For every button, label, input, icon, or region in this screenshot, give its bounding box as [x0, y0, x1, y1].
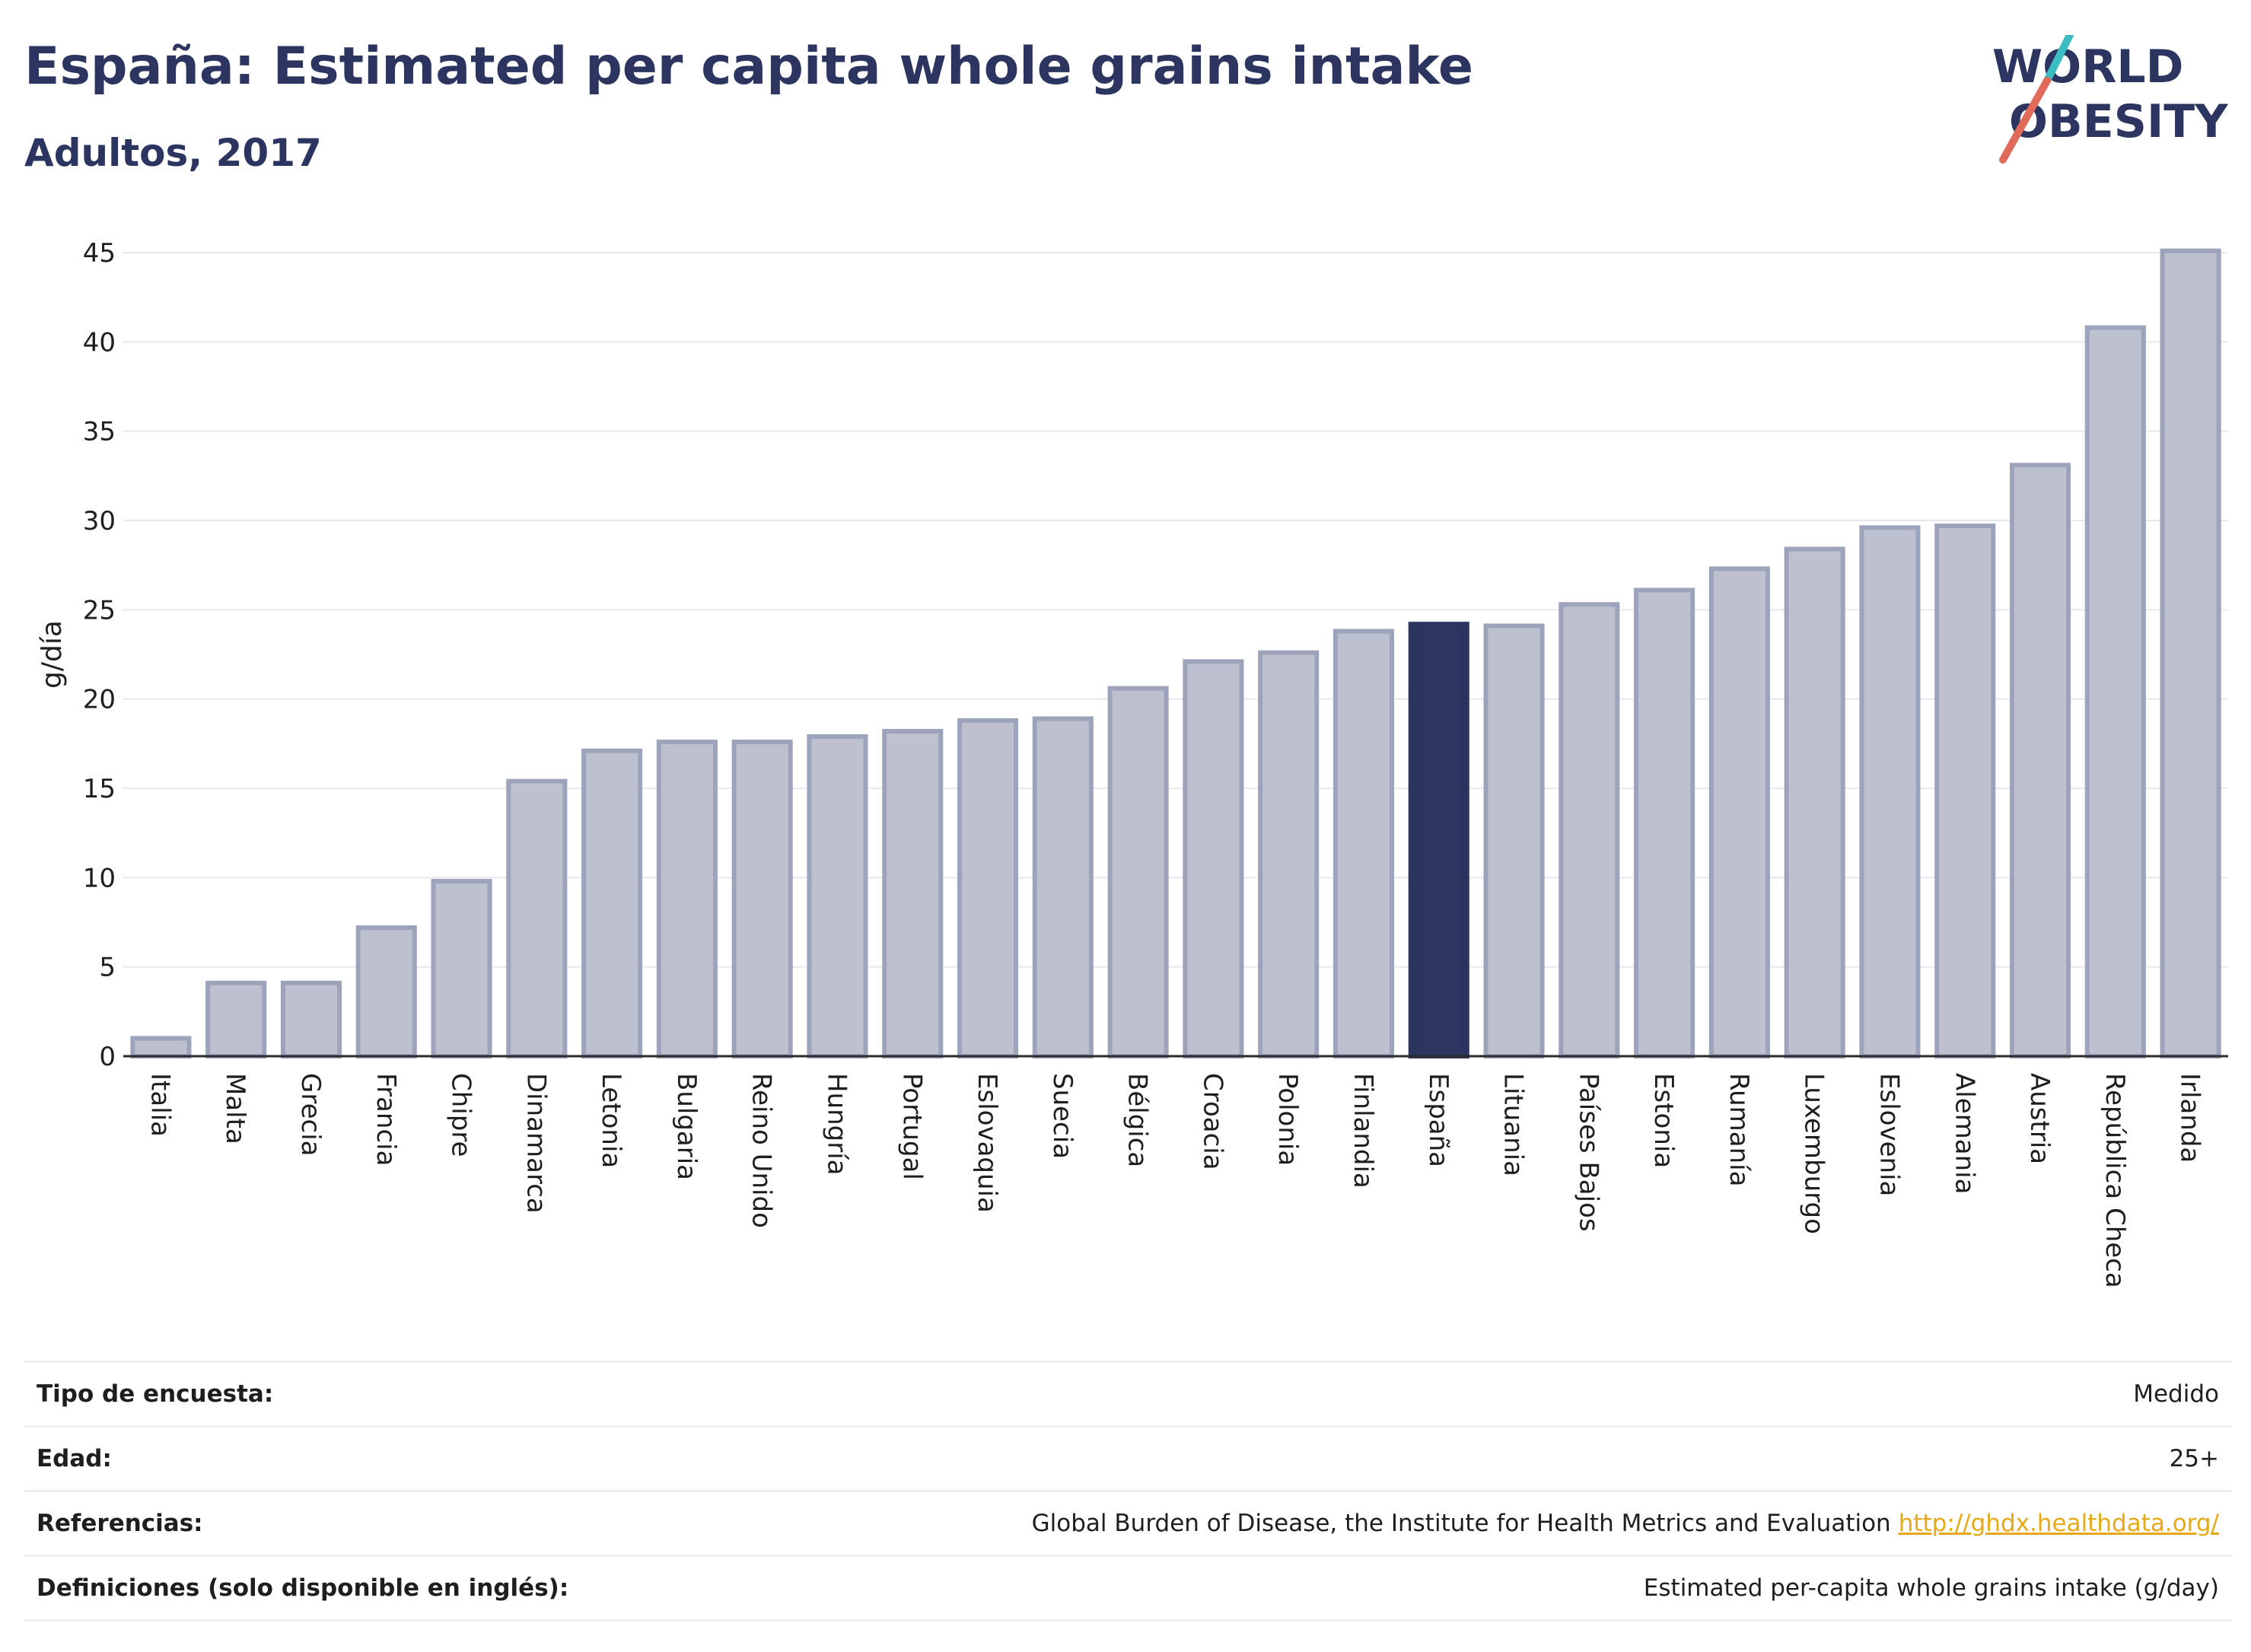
bar: [506, 778, 568, 1058]
page-subtitle: Adultos, 2017: [24, 131, 322, 175]
y-tick-label: 25: [83, 595, 116, 625]
reference-text: Global Burden of Disease, the Institute …: [1031, 1510, 1891, 1537]
info-label: Edad:: [37, 1445, 112, 1472]
bar: [1258, 650, 1320, 1058]
x-tick-label: Dinamarca: [521, 1073, 551, 1214]
y-tick-label: 10: [83, 863, 116, 893]
logo-line1: WORLD: [1992, 40, 2183, 94]
x-tick-label: Francia: [371, 1073, 401, 1166]
info-label: Tipo de encuesta:: [37, 1380, 274, 1408]
bar: [280, 980, 342, 1058]
info-row-survey-type: Tipo de encuesta: Medido: [24, 1361, 2231, 1425]
world-obesity-logo: WORLD OBESITY: [1992, 35, 2229, 164]
x-tick-label: Suecia: [1047, 1073, 1078, 1159]
y-tick-label: 35: [83, 417, 116, 447]
bar: [1559, 602, 1620, 1058]
y-tick-label: 40: [83, 327, 116, 358]
x-tick-label: Países Bajos: [1573, 1073, 1603, 1232]
info-row-references: Referencias: Global Burden of Disease, t…: [24, 1490, 2231, 1555]
bar-chart: 0 5 10 15 20 25 30 35 40 45 g/día Italia Malta Grecia…: [37, 238, 2228, 1288]
reference-link[interactable]: http://ghdx.healthdata.org/: [1898, 1510, 2219, 1537]
bar: [1708, 566, 1770, 1058]
y-axis-title: g/día: [37, 620, 68, 689]
bar: [1032, 716, 1094, 1058]
x-tick-label: Alemania: [1949, 1073, 1979, 1194]
bar: [656, 739, 718, 1059]
y-tick-label: 30: [83, 506, 116, 536]
info-value: 25+: [2169, 1445, 2219, 1472]
bar: [355, 925, 417, 1059]
x-tick-label: Austria: [2024, 1073, 2055, 1164]
bar: [205, 980, 267, 1058]
bar-highlight: [1408, 622, 1469, 1058]
bar: [2084, 325, 2146, 1058]
logo-accent-coral: [1999, 77, 2051, 164]
x-tick-label: Rumanía: [1724, 1073, 1754, 1186]
x-tick-label: Bélgica: [1122, 1073, 1153, 1167]
x-tick-label: Malta: [220, 1073, 250, 1144]
x-tick-label: Estonia: [1648, 1073, 1679, 1168]
bar: [882, 728, 944, 1058]
info-row-definitions: Definiciones (solo disponible en inglés)…: [24, 1555, 2231, 1622]
info-value: Medido: [2133, 1380, 2219, 1408]
bar: [731, 739, 793, 1059]
x-tick-label: Chipre: [446, 1073, 476, 1157]
logo-line2: OBESITY: [2009, 95, 2229, 148]
bar: [130, 1036, 192, 1058]
y-tick-label: 0: [99, 1042, 116, 1072]
info-value: Global Burden of Disease, the Institute …: [1032, 1510, 2219, 1537]
x-tick-label: Reino Unido: [747, 1073, 777, 1228]
bar: [807, 734, 868, 1058]
x-tick-label: Portugal: [896, 1073, 927, 1180]
x-tick-label: Croacia: [1197, 1073, 1227, 1170]
bar: [1859, 525, 1921, 1058]
x-tick-label: Luxemburgo: [1799, 1073, 1829, 1234]
x-tick-label: España: [1423, 1073, 1453, 1167]
bar: [2160, 248, 2221, 1058]
bar: [1934, 524, 1996, 1058]
bar: [1634, 587, 1695, 1058]
logo-accent-teal: [2043, 35, 2074, 84]
page-title: España: Estimated per capita whole grain…: [24, 37, 1473, 97]
info-row-age: Edad: 25+: [24, 1425, 2231, 1490]
x-tick-label: Polonia: [1272, 1073, 1303, 1166]
info-value: Estimated per-capita whole grains intake…: [1643, 1574, 2219, 1602]
y-tick-label: 5: [99, 953, 116, 983]
bar: [581, 748, 643, 1058]
y-tick-label: 15: [83, 774, 116, 804]
bar: [1183, 659, 1244, 1058]
y-tick-label: 45: [83, 238, 116, 269]
bar: [1332, 629, 1395, 1058]
x-tick-label: Letonia: [596, 1073, 626, 1168]
info-label: Referencias:: [37, 1510, 203, 1537]
y-tick-label: 20: [83, 685, 116, 715]
info-label: Definiciones (solo disponible en inglés)…: [37, 1574, 569, 1602]
bar: [1483, 623, 1545, 1058]
x-tick-label: Irlanda: [2175, 1073, 2205, 1163]
bar: [1784, 546, 1845, 1058]
x-tick-label: Finlandia: [1348, 1073, 1378, 1189]
bar: [2009, 463, 2071, 1058]
x-tick-label: Eslovenia: [1874, 1073, 1904, 1196]
info-table: Tipo de encuesta: Medido Edad: 25+ Refer…: [24, 1361, 2231, 1622]
x-tick-label: Grecia: [295, 1073, 326, 1156]
x-tick-label: Italia: [145, 1073, 175, 1137]
bar: [957, 718, 1019, 1058]
x-tick-label: Eslovaquia: [972, 1073, 1002, 1213]
x-tick-label: República Checa: [2100, 1073, 2130, 1288]
x-tick-label: Hungría: [821, 1073, 852, 1176]
x-tick-label: Lituania: [1498, 1073, 1529, 1176]
bar: [1107, 686, 1169, 1058]
x-tick-label: Bulgaria: [671, 1073, 702, 1180]
bar: [431, 879, 492, 1058]
